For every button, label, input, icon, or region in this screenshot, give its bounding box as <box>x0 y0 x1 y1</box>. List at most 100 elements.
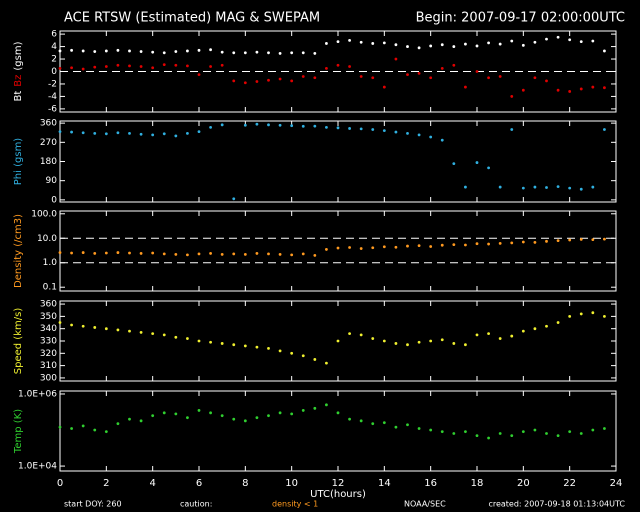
data-point <box>151 251 155 255</box>
data-point <box>371 128 375 131</box>
data-point <box>336 40 340 43</box>
data-point <box>278 411 282 415</box>
data-point <box>429 245 433 248</box>
data-point <box>487 242 490 246</box>
data-point <box>568 430 572 434</box>
data-point <box>591 85 595 89</box>
data-point <box>232 79 236 83</box>
data-point <box>579 312 583 316</box>
y-tick-label: 6 <box>51 30 57 40</box>
data-point <box>417 244 421 248</box>
data-point <box>209 340 212 344</box>
data-point <box>510 334 514 338</box>
data-point <box>417 340 421 344</box>
y-tick-label: 330 <box>40 337 57 347</box>
data-point <box>452 63 456 67</box>
data-point <box>417 46 421 50</box>
data-point <box>70 251 73 255</box>
data-point <box>243 419 247 423</box>
data-point <box>603 49 606 53</box>
data-point <box>162 252 166 256</box>
data-point <box>556 434 560 438</box>
y-axis-unit: Speed (km/s) <box>13 308 24 375</box>
data-point <box>267 414 270 418</box>
data-point <box>186 64 189 68</box>
data-point <box>267 252 270 256</box>
data-point <box>359 419 363 423</box>
data-point <box>406 131 409 135</box>
data-point <box>232 51 236 55</box>
data-point <box>313 253 317 257</box>
data-point <box>591 428 595 432</box>
y-tick-label: 180 <box>40 157 57 167</box>
data-point <box>336 339 340 343</box>
y-axis-label: Bt Bz (gsm) <box>13 41 24 101</box>
data-point <box>186 337 189 340</box>
data-point <box>521 329 525 333</box>
data-point <box>104 251 108 255</box>
data-point <box>174 252 178 256</box>
data-point <box>313 406 317 410</box>
data-point <box>81 424 85 428</box>
data-point <box>464 243 467 247</box>
data-point <box>452 342 456 345</box>
panel-frame <box>59 210 617 292</box>
data-point <box>128 329 131 333</box>
data-point <box>348 127 351 130</box>
y-tick-label: 270 <box>40 138 57 148</box>
y-axis-label: Density (/cm3) <box>13 214 24 288</box>
y-tick-label: 1.0 <box>43 258 58 268</box>
data-point <box>510 241 514 245</box>
x-tick-label: 0 <box>57 478 63 489</box>
data-point <box>429 339 433 343</box>
data-point <box>325 361 328 365</box>
data-point <box>429 44 433 48</box>
data-point <box>556 88 560 92</box>
data-point <box>394 130 398 134</box>
data-point <box>510 95 514 98</box>
data-point <box>498 42 502 46</box>
data-point <box>545 239 548 243</box>
x-tick-label: 6 <box>196 478 202 489</box>
data-point <box>603 314 606 318</box>
data-point <box>545 432 548 435</box>
created-time: created: 2007-09-18 01:13:04UTC <box>488 500 625 509</box>
data-point <box>162 411 166 415</box>
data-point <box>533 185 537 189</box>
data-point <box>116 422 120 426</box>
data-point <box>429 135 433 139</box>
data-point <box>232 252 236 256</box>
data-point <box>568 238 572 242</box>
data-point <box>162 132 166 136</box>
data-point <box>151 50 155 54</box>
data-point <box>579 187 583 191</box>
data-point <box>452 45 456 48</box>
x-tick-label: 20 <box>517 478 530 489</box>
data-point <box>139 65 143 68</box>
data-point <box>139 50 143 53</box>
data-point <box>255 122 259 126</box>
y-tick-label: 1.0E+04 <box>18 462 57 472</box>
y-tick-label: 320 <box>40 349 57 359</box>
data-point <box>162 333 166 337</box>
data-point <box>579 40 583 43</box>
data-point <box>440 138 444 142</box>
data-point <box>545 79 548 83</box>
x-axis-label: UTC(hours) <box>310 489 366 500</box>
data-point <box>278 52 282 55</box>
data-point <box>533 240 537 244</box>
start-doy: start DOY: 260 <box>64 500 122 509</box>
data-point <box>186 131 189 135</box>
data-point <box>209 252 212 255</box>
data-point <box>139 330 143 334</box>
data-point <box>267 123 270 127</box>
data-point <box>475 434 479 438</box>
data-point <box>556 35 560 39</box>
data-point <box>128 417 131 421</box>
data-point <box>371 42 375 45</box>
data-point <box>603 86 606 90</box>
data-point <box>58 66 62 70</box>
data-point <box>128 49 131 53</box>
y-tick-label: 0.1 <box>43 283 57 293</box>
data-point <box>487 166 490 170</box>
